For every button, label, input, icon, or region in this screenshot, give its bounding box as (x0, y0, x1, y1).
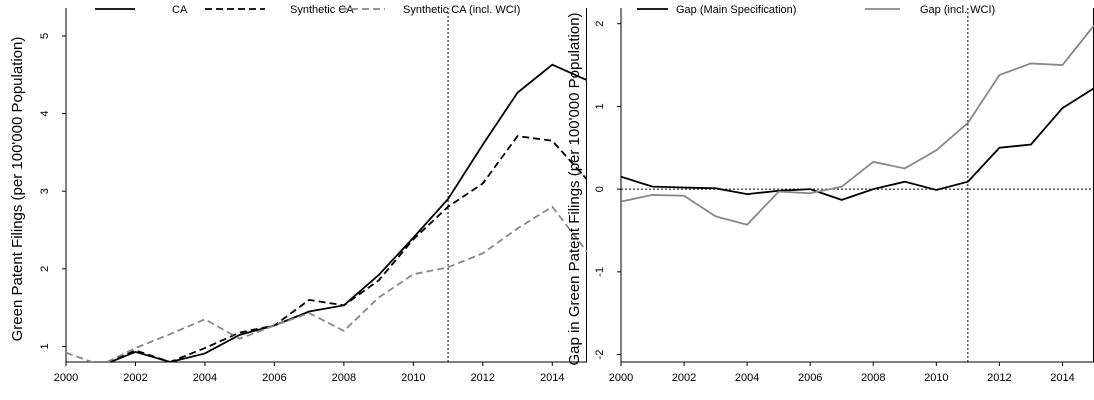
series-line (621, 24, 1094, 226)
x-tick-label: 2006 (798, 372, 822, 384)
y-axis-label: Green Patent Filings (per 100'000 Popula… (9, 37, 26, 342)
legend-label: Synthetic CA (290, 4, 354, 16)
y-tick-label: 0 (594, 186, 606, 192)
y-tick-label: 4 (39, 111, 51, 117)
x-tick-label: 2000 (54, 372, 78, 384)
x-tick-label: 2004 (193, 372, 217, 384)
series-line (107, 63, 587, 362)
y-tick-label: 3 (39, 188, 51, 194)
y-tick-label: 1 (39, 343, 51, 349)
y-tick-label: -2 (594, 350, 606, 360)
x-tick-label: 2008 (861, 372, 885, 384)
x-tick-label: 2012 (471, 372, 495, 384)
y-tick-label: 5 (39, 33, 51, 39)
x-tick-label: 2004 (735, 372, 759, 384)
x-tick-label: 2000 (609, 372, 633, 384)
y-tick-label: -1 (594, 267, 606, 277)
x-tick-label: 2008 (332, 372, 356, 384)
x-tick-label: 2006 (262, 372, 286, 384)
x-tick-label: 2014 (540, 372, 564, 384)
x-tick-label: 2012 (987, 372, 1011, 384)
legend-label: CA (172, 4, 188, 16)
y-tick-label: 1 (594, 103, 606, 109)
x-tick-label: 2010 (924, 372, 948, 384)
x-tick-label: 2002 (123, 372, 147, 384)
legend-label: Gap (incl. WCI) (920, 4, 995, 16)
plot-area (621, 8, 1094, 362)
y-axis-label: Gap in Green Patent Filings (per 100'000… (566, 12, 583, 365)
legend-label: Gap (Main Specification) (676, 4, 796, 16)
x-tick-label: 2002 (672, 372, 696, 384)
legend-label: Synthetic CA (incl. WCI) (403, 4, 520, 16)
series-line (107, 135, 587, 362)
y-tick-label: 2 (594, 21, 606, 27)
series-line (621, 87, 1094, 201)
series-line (66, 205, 587, 362)
y-tick-label: 2 (39, 266, 51, 272)
x-tick-label: 2010 (401, 372, 425, 384)
x-tick-label: 2014 (1050, 372, 1074, 384)
plot-area (66, 8, 587, 362)
